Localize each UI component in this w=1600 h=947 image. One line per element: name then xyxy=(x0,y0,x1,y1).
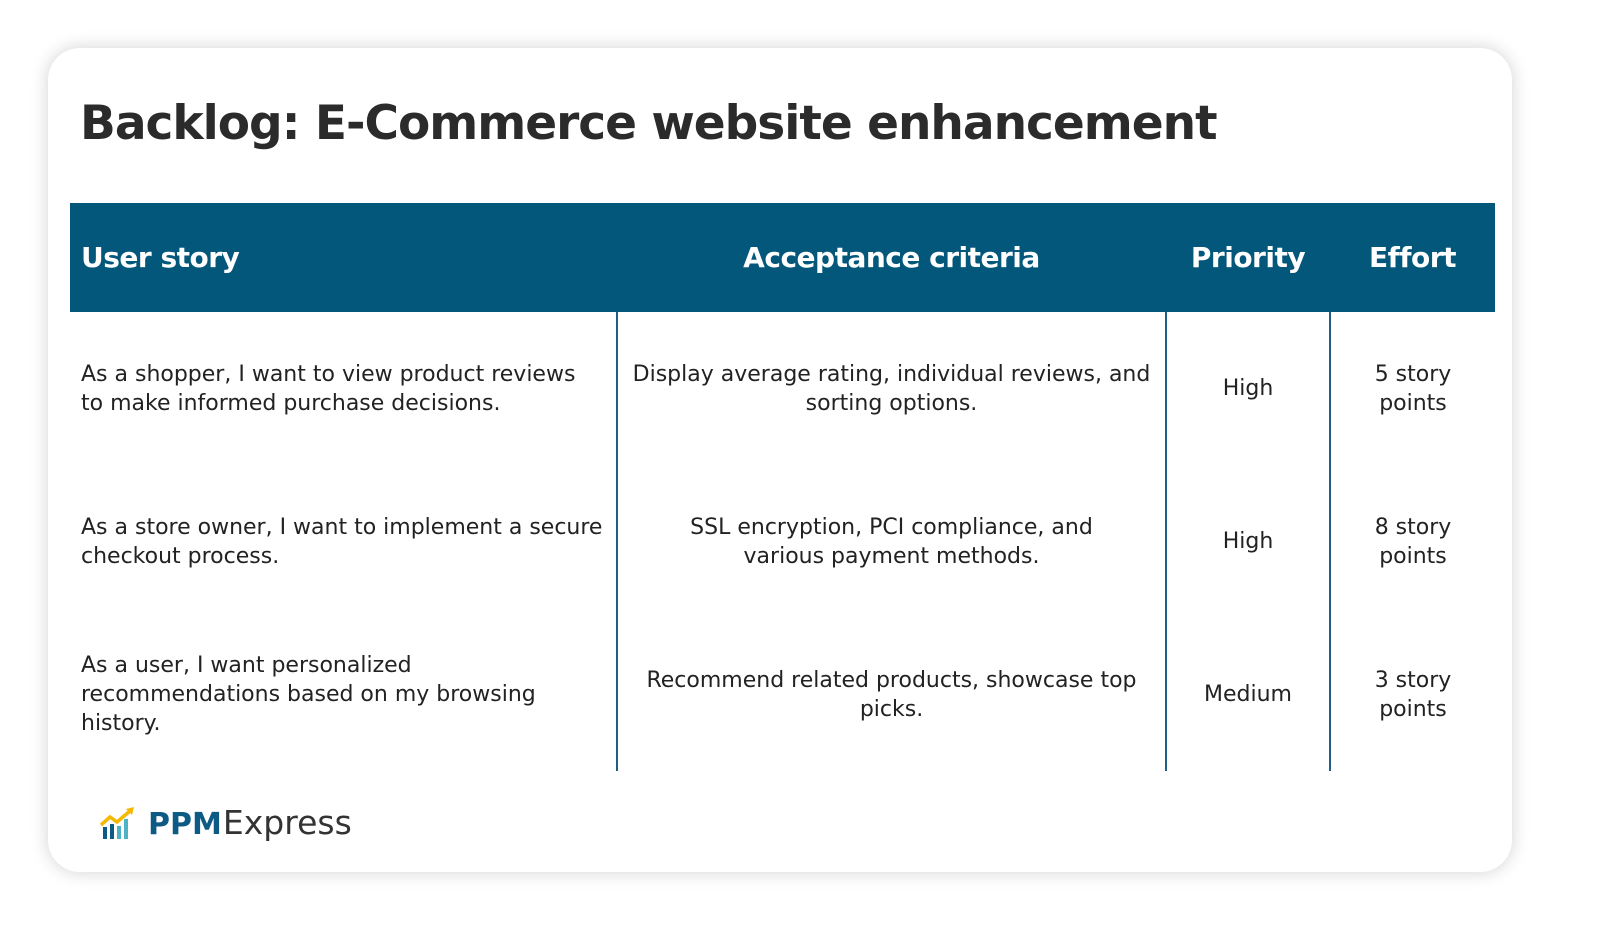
priority-cell: High xyxy=(1165,312,1330,465)
header-priority: Priority xyxy=(1166,203,1330,312)
logo-suffix: Express xyxy=(222,803,352,842)
table-row: As a user, I want personalized recommend… xyxy=(70,618,1495,771)
criteria-cell: SSL encryption, PCI compliance, and vari… xyxy=(616,465,1166,618)
user-story-cell: As a shopper, I want to view product rev… xyxy=(81,361,576,416)
criteria-cell: Recommend related products, showcase top… xyxy=(616,618,1166,771)
backlog-table: User story Acceptance criteria Priority … xyxy=(70,203,1495,771)
header-acceptance-criteria: Acceptance criteria xyxy=(617,203,1166,312)
header-user-story: User story xyxy=(70,203,617,312)
ppm-express-logo: PPM Express xyxy=(100,803,352,842)
chart-growth-icon xyxy=(100,806,134,839)
effort-cell: 5 story points xyxy=(1329,312,1495,465)
user-story-cell: As a store owner, I want to implement a … xyxy=(81,514,603,569)
criteria-cell: Display average rating, individual revie… xyxy=(616,312,1166,465)
table-row: As a store owner, I want to implement a … xyxy=(70,465,1495,618)
logo-brand: PPM xyxy=(148,807,222,842)
table-header-row: User story Acceptance criteria Priority … xyxy=(70,203,1495,312)
effort-cell: 8 story points xyxy=(1329,465,1495,618)
table-row: As a shopper, I want to view product rev… xyxy=(70,312,1495,465)
priority-cell: High xyxy=(1165,465,1330,618)
priority-cell: Medium xyxy=(1165,618,1330,771)
user-story-cell: As a user, I want personalized recommend… xyxy=(81,653,536,736)
backlog-card: Backlog: E-Commerce website enhancement … xyxy=(48,48,1512,872)
page-title: Backlog: E-Commerce website enhancement xyxy=(80,96,1218,151)
header-effort: Effort xyxy=(1330,203,1495,312)
effort-cell: 3 story points xyxy=(1329,618,1495,771)
